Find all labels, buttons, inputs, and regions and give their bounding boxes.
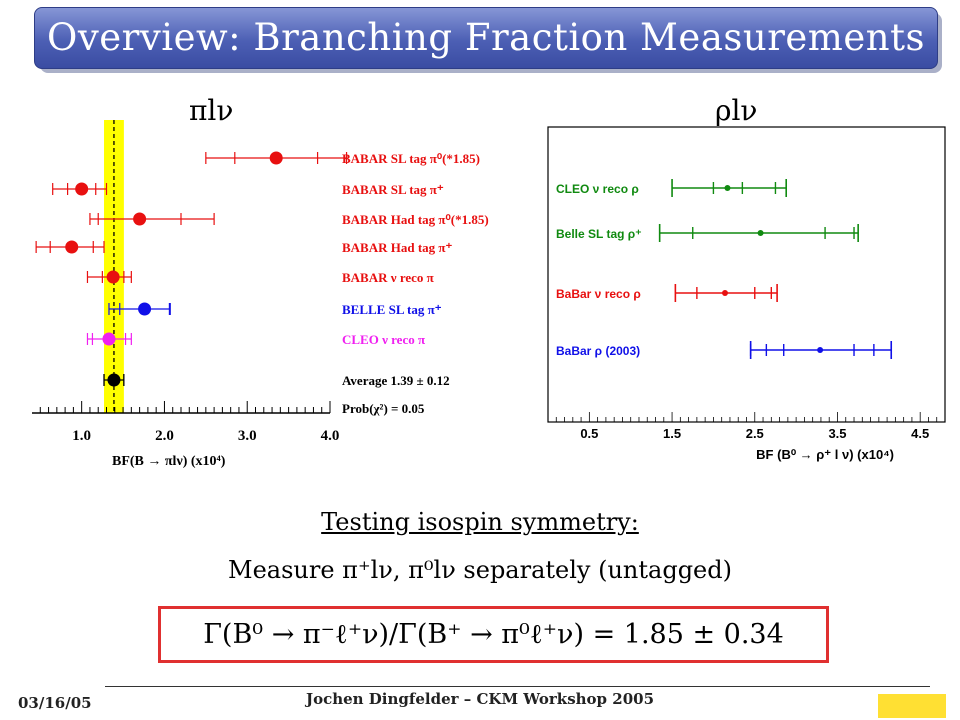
rho-series-label: Belle SL tag ρ⁺ (556, 227, 642, 241)
pi-data-point (138, 302, 152, 316)
rho-tick-label: 4.5 (911, 426, 929, 441)
rho-series-label: BaBar ρ (2003) (556, 344, 640, 358)
rho-series-label: CLEO ν reco ρ (556, 182, 639, 196)
pi-data-point (75, 182, 89, 196)
rho-tick-label: 0.5 (580, 426, 598, 441)
slide-title: Overview: Branching Fraction Measurement… (47, 16, 925, 59)
rho-data-point (757, 230, 764, 236)
rho-data-point (724, 185, 731, 191)
pi-tick-label: 3.0 (238, 428, 257, 444)
rho-tick-label: 3.5 (828, 426, 846, 441)
ratio-formula: Γ(B⁰ → π⁻ℓ⁺ν)/Γ(B⁺ → π⁰ℓ⁺ν) = 1.85 ± 0.3… (203, 619, 784, 650)
isospin-heading: Testing isospin symmetry: (321, 508, 639, 536)
pi-data-point (269, 151, 283, 165)
measure-text: Measure π⁺lν, π⁰lν separately (untagged) (228, 556, 732, 584)
pi-tick-label: 4.0 (321, 428, 340, 444)
footer-author: Jochen Dingfelder – CKM Workshop 2005 (305, 690, 655, 708)
rho-tick-label: 2.5 (746, 426, 764, 441)
pi-probability-label: Prob(χ²) = 0.05 (342, 401, 425, 416)
ratio-formula-box: Γ(B⁰ → π⁻ℓ⁺ν)/Γ(B⁺ → π⁰ℓ⁺ν) = 1.85 ± 0.3… (158, 606, 829, 663)
pi-data-point (107, 373, 121, 387)
pi-data-point (106, 270, 120, 284)
pi-plot-heading: πlν (189, 94, 234, 127)
pi-data-point (133, 212, 147, 226)
pi-series-label: BELLE SL tag π⁺ (342, 302, 442, 317)
pi-series-label: BABAR SL tag π⁺ (342, 182, 444, 197)
pi-series-label: BABAR ν reco π (342, 270, 434, 285)
rho-plot-heading: ρlν (715, 94, 758, 127)
pi-series-label: BABAR Had tag π⁺ (342, 240, 453, 255)
rho-series-label: BaBar ν reco ρ (556, 287, 641, 301)
pi-data-point (65, 240, 79, 254)
title-bar: Overview: Branching Fraction Measurement… (34, 7, 938, 69)
rho-data-point (721, 290, 728, 296)
pi-tick-label: 1.0 (72, 428, 91, 444)
pi-x-axis-label: BF(B → πlν) (x10⁴) (112, 454, 226, 469)
footer-divider (105, 686, 930, 687)
rho-data-point (817, 347, 824, 353)
rho-x-axis-label: BF (B⁰ → ρ⁺ l ν) (x10⁴) (756, 447, 894, 462)
rho-tick-label: 1.5 (663, 426, 681, 441)
pi-series-label: BABAR Had tag π⁰(*1.85) (342, 212, 489, 227)
rho-plot-frame (547, 126, 946, 423)
pi-series-label: CLEO ν reco π (342, 332, 425, 347)
pi-series-label: Average 1.39 ± 0.12 (342, 373, 450, 388)
footer-yellow-box (878, 694, 946, 718)
pi-series-label: BABAR SL tag π⁰(*1.85) (342, 151, 480, 166)
pi-tick-label: 2.0 (155, 428, 174, 444)
pi-data-point (102, 332, 116, 346)
footer-date: 03/16/05 (18, 694, 92, 712)
